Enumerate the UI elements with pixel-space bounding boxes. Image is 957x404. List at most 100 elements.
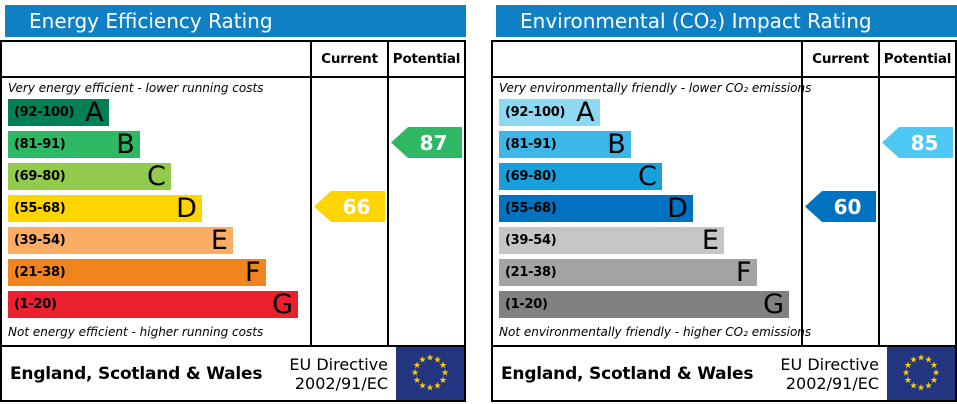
eu-directive-line1: EU Directive [780,354,879,374]
eu-flag-star: ★ [418,356,426,366]
band-letter: G [272,288,294,320]
eu-flag-star: ★ [904,376,912,386]
table-footer-row: England, Scotland & Wales EU Directive 2… [2,345,464,400]
rating-bands: (92-100) A (81-91) B (69-80) C (55-68) D (39-54)… [8,99,304,323]
environmental-impact-panel: Environmental (CO₂) Impact Rating Curren… [491,0,957,404]
band-row-d: (55-68) D [499,195,795,222]
panel-title: Energy Efficiency Rating [5,5,466,37]
band-bar-e: (39-54) E [8,227,233,254]
band-range-label: (69-80) [14,169,66,184]
header-spacer-cell [2,42,310,76]
eu-flag-star: ★ [433,382,441,392]
band-bar-c: (69-80) C [499,163,662,190]
eu-flag-star: ★ [917,354,925,364]
potential-column-header: Potential [878,42,955,76]
eu-flag-star: ★ [426,354,434,364]
band-letter: D [667,192,688,224]
table-footer-row: England, Scotland & Wales EU Directive 2… [493,345,955,400]
current-rating-arrow: 60 [805,191,876,222]
eu-flag-star: ★ [413,376,421,386]
band-range-label: (55-68) [505,201,557,216]
band-range-label: (1-20) [14,297,57,312]
table-body-row: Very energy efficient - lower running co… [2,78,464,345]
eu-flag-star: ★ [909,382,917,392]
bands-area: Very energy efficient - lower running co… [2,78,310,345]
band-range-label: (21-38) [505,265,557,280]
rating-table: Current Potential Very environmentally f… [491,40,957,402]
eu-flag-star: ★ [411,369,419,379]
band-letter: A [85,96,104,128]
eu-flag-star: ★ [441,369,449,379]
band-row-d: (55-68) D [8,195,304,222]
eu-flag-star: ★ [902,369,910,379]
band-letter: B [116,128,135,160]
bottom-note: Not environmentally friendly - higher CO… [499,325,812,339]
band-range-label: (21-38) [14,265,66,280]
band-row-f: (21-38) F [499,259,795,286]
top-note: Very environmentally friendly - lower CO… [499,81,812,95]
band-row-e: (39-54) E [499,227,795,254]
band-bar-f: (21-38) F [499,259,757,286]
band-range-label: (92-100) [14,105,75,120]
band-bar-a: (92-100) A [8,99,109,126]
band-row-c: (69-80) C [499,163,795,190]
eu-flag-star: ★ [413,361,421,371]
energy-efficiency-panel: Energy Efficiency Rating Current Potenti… [0,0,466,404]
band-row-g: (1-20) G [499,291,795,318]
eu-flag-star: ★ [909,356,917,366]
current-column-header: Current [801,42,878,76]
band-bar-d: (55-68) D [8,195,202,222]
band-range-label: (81-91) [505,137,557,152]
current-column-header: Current [310,42,387,76]
band-row-a: (92-100) A [499,99,795,126]
table-header-row: Current Potential [493,42,955,78]
eu-directive-line2: 2002/91/EC [785,373,879,393]
eu-directive-line1: EU Directive [289,354,388,374]
band-bar-d: (55-68) D [499,195,693,222]
band-letter: D [176,192,197,224]
band-range-label: (92-100) [505,105,566,120]
potential-rating-column: 85 [878,78,955,345]
eu-flag-icon: ★ ★★★★★★★★★★★ [887,347,955,400]
band-row-b: (81-91) B [8,131,304,158]
eu-flag-icon: ★ ★★★★★★★★★★★ [396,347,464,400]
current-rating-arrow: 66 [314,191,385,222]
potential-rating-arrow: 87 [391,127,462,158]
band-letter: E [210,224,228,256]
band-row-b: (81-91) B [499,131,795,158]
band-letter: B [607,128,626,160]
eu-flag-star: ★ [932,369,940,379]
eu-flag-star: ★ [930,361,938,371]
band-bar-c: (69-80) C [8,163,171,190]
current-rating-column: 66 [310,78,387,345]
band-letter: C [146,160,166,192]
eu-flag-star: ★ [426,384,434,394]
band-bar-e: (39-54) E [499,227,724,254]
region-label: England, Scotland & Wales [10,363,263,384]
band-bar-g: (1-20) G [499,291,790,318]
band-bar-f: (21-38) F [8,259,266,286]
eu-directive-label: EU Directive 2002/91/EC [780,355,879,393]
band-letter: F [244,256,261,288]
eu-flag-star: ★ [930,376,938,386]
bands-area: Very environmentally friendly - lower CO… [493,78,812,345]
band-range-label: (39-54) [14,233,66,248]
panel-title: Environmental (CO₂) Impact Rating [496,5,957,37]
rating-bands: (92-100) A (81-91) B (69-80) C (55-68) D (39-54)… [499,99,795,323]
band-range-label: (81-91) [14,137,66,152]
potential-rating-column: 87 [387,78,464,345]
band-bar-a: (92-100) A [499,99,600,126]
band-row-g: (1-20) G [8,291,304,318]
band-bar-b: (81-91) B [499,131,631,158]
region-label: England, Scotland & Wales [501,363,754,384]
top-note: Very energy efficient - lower running co… [8,81,264,95]
eu-flag-star: ★ [439,376,447,386]
band-range-label: (55-68) [14,201,66,216]
eu-directive-label: EU Directive 2002/91/EC [289,355,388,393]
band-letter: C [637,160,657,192]
eu-flag-star: ★ [924,382,932,392]
eu-flag-star: ★ [904,361,912,371]
band-bar-g: (1-20) G [8,288,299,320]
current-rating-column: 60 [801,78,878,345]
